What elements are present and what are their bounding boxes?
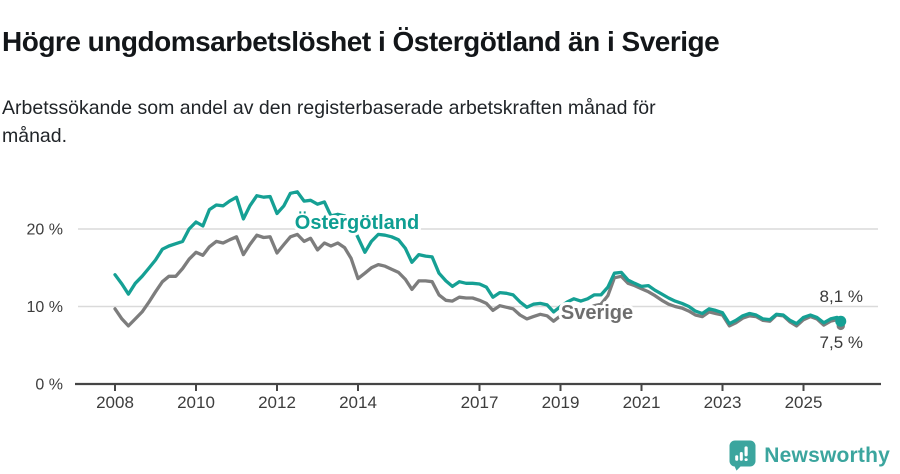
series-layer [113, 190, 847, 331]
y-tick-label: 20 % [27, 222, 63, 239]
subtitle-line-2: månad. [2, 125, 68, 147]
logo-exclamation-stem [744, 446, 748, 457]
end-dot-ostergotland [835, 315, 847, 327]
x-tick-label: 2017 [461, 393, 499, 412]
x-tick-label: 2012 [258, 393, 296, 412]
logo-bubble-tail [734, 465, 743, 471]
y-tick-label: 10 % [27, 299, 63, 316]
logo-bar-2 [740, 452, 744, 461]
x-tick-label: 2014 [339, 393, 377, 412]
line-series-östergötland [113, 190, 843, 326]
x-tick-label: 2008 [96, 393, 134, 412]
y-tick-label: 0 % [35, 377, 63, 394]
series-label-ostergotland: Östergötland [295, 211, 419, 234]
logo-exclamation-dot [744, 458, 748, 461]
newsworthy-logo[interactable]: Newsworthy [729, 440, 890, 471]
logo-bar-1 [735, 455, 739, 461]
x-tick-label: 2025 [785, 393, 823, 412]
labels-layer: Östergötland Sverige 8,1 % 7,5 % [292, 208, 863, 352]
end-value-label-ostergotland: 8,1 % [820, 287, 863, 306]
subtitle-line-1: Arbetssökande som andel av den registerb… [2, 96, 656, 119]
brand-name: Newsworthy [764, 443, 890, 467]
line-series-sverige [113, 232, 843, 328]
x-tick-label: 2019 [542, 393, 580, 412]
axes-layer: 0 % 10 % 20 % 2008 2010 2012 2014 2017 2019 2021 2… [27, 222, 881, 412]
end-value-label-sverige: 7,5 % [820, 333, 863, 352]
series-label-sverige: Sverige [561, 302, 633, 324]
page-title: Högre ungdomsarbetslöshet i Östergötland… [2, 25, 720, 57]
newsworthy-bubble-chart-icon [729, 440, 756, 471]
x-tick-label: 2021 [623, 393, 661, 412]
x-tick-label: 2010 [177, 393, 215, 412]
x-tick-label: 2023 [704, 393, 742, 412]
chart-subtitle: Arbetssökande som andel av den registerb… [2, 94, 862, 151]
